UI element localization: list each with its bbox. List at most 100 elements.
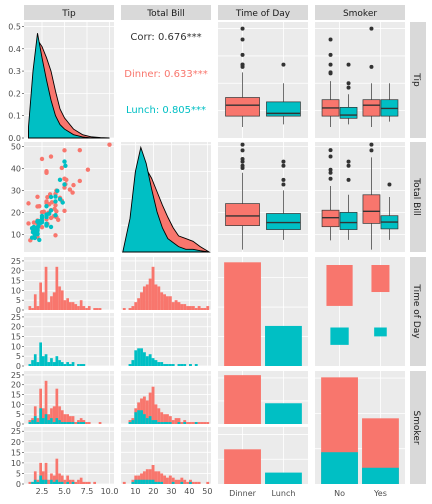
column-strip <box>24 5 114 20</box>
bill-hist-smoker-no-bar-dinner <box>200 422 204 424</box>
y-tick-label: 0.1 <box>8 112 21 121</box>
box-outlier <box>328 70 333 75</box>
bill-hist-smoker-yes-bar-dinner <box>177 479 181 484</box>
tip-hist-lunch-bar <box>31 360 34 366</box>
bill-hist-smoker-yes-bar-lunch <box>148 479 152 484</box>
bill-hist-lunch-bar <box>134 350 138 366</box>
tip-hist-smoker-no-bar-dinner <box>69 416 72 424</box>
box-outlier <box>240 52 245 57</box>
tip-hist-lunch-bar <box>69 364 72 366</box>
bill-hist-dinner-bar <box>203 308 207 310</box>
bill-hist-dinner-bar <box>151 266 155 310</box>
scatter-point-lunch <box>60 200 65 205</box>
column-label: Total Bill <box>146 9 185 19</box>
bill-hist-smoker-yes-bar-dinner <box>206 481 210 484</box>
scatter-point-dinner <box>53 202 58 208</box>
tip-hist-dinner-bar <box>96 308 99 310</box>
y-tick-label: 20 <box>11 381 21 390</box>
bill-hist-smoker-yes-bar-dinner <box>186 481 190 484</box>
tip-hist-smoker-no-bar-dinner <box>63 414 67 424</box>
tip-hist-smoker-no-bar-dinner <box>66 414 69 424</box>
tip-hist-dinner-bar <box>74 304 78 310</box>
box-body <box>321 209 340 228</box>
y-tick-label: 0 <box>16 420 21 429</box>
tip-hist-smoker-no-bar-dinner <box>74 422 78 424</box>
bill-hist-smoker-no-bar-lunch <box>140 410 143 424</box>
bill-hist-smoker-no-bar-dinner <box>154 404 158 424</box>
box-outlier <box>328 52 333 57</box>
scatter-point-lunch <box>32 232 37 238</box>
panel-background <box>218 22 308 138</box>
tip-hist-lunch-bar <box>66 362 69 366</box>
tip-hist-smoker-yes-bar-lunch <box>31 481 34 484</box>
bill-hist-dinner-bar <box>145 284 149 310</box>
bill-hist-lunch-bar <box>142 352 146 366</box>
panel-background <box>24 427 114 484</box>
bill-hist-smoker-yes-bar-dinner <box>148 469 152 484</box>
box-outlier <box>328 167 333 172</box>
row-strip <box>410 371 426 484</box>
scatter-point-lunch <box>55 188 60 194</box>
tip-hist-smoker-yes-bar-lunch <box>58 481 61 484</box>
y-tick-label: 15 <box>11 391 21 400</box>
tip-hist-smoker-yes-bar-dinner <box>69 479 72 484</box>
bill-hist-smoker-yes-bar-lunch <box>137 479 141 484</box>
scatter-point-lunch <box>44 222 49 227</box>
bill-hist-lunch-bar <box>171 364 175 366</box>
box-outlier <box>346 159 351 164</box>
bill-hist-lunch-bar <box>151 358 155 366</box>
bill-hist-smoker-no-bar-lunch <box>160 422 164 424</box>
bill-hist-smoker-no-bar-lunch <box>168 422 172 424</box>
x-tick-label: 5.0 <box>58 487 71 496</box>
bill-hist-smoker-yes-bar-dinner <box>142 471 146 484</box>
bill-hist-smoker-no-bar-dinner <box>189 422 192 424</box>
scatter-point-dinner <box>56 217 61 223</box>
scatter-point-dinner <box>44 199 49 204</box>
bill-hist-smoker-yes-bar-lunch <box>134 479 138 484</box>
tip-hist-smoker-yes-bar-dinner <box>44 462 48 484</box>
scatter-point-dinner <box>49 200 55 205</box>
tip-hist-smoker-no-bar-dinner <box>85 422 88 424</box>
tip-hist-smoker-yes-bar-dinner <box>28 481 32 484</box>
y-tick-label: 25 <box>11 257 21 266</box>
bill-hist-smoker-no-bar-dinner <box>166 414 169 424</box>
tip-hist-dinner-bar <box>55 266 59 310</box>
tip-hist-lunch-bar <box>60 362 64 366</box>
tip-hist-smoker-no-bar-lunch <box>36 422 40 424</box>
x-tick-label: 30 <box>166 487 176 496</box>
tip-hist-smoker-no-bar-dinner <box>60 410 64 424</box>
tip-box-no-dinner <box>321 37 340 128</box>
tip-hist-dinner-bar <box>66 298 69 310</box>
tip-hist-smoker-yes-bar-lunch <box>71 481 75 484</box>
scatter-point-lunch <box>57 197 63 202</box>
tip-hist-smoker-yes-bar-dinner <box>39 462 42 484</box>
bill-hist-smoker-no-bar-dinner <box>174 418 178 424</box>
bill-hist-smoker-no-bar-dinner <box>168 416 172 424</box>
tip-hist-dinner-bar <box>82 306 86 310</box>
tip-hist-dinner-bar <box>93 308 96 310</box>
tip-hist-dinner-bar <box>44 266 48 310</box>
scatter-point-lunch <box>38 220 43 226</box>
bill-hist-smoker-no-bar-dinner <box>148 392 152 424</box>
tip-hist-dinner-bar <box>60 290 64 310</box>
bill-hist-dinner-bar <box>177 302 181 310</box>
box-outlier <box>240 142 245 147</box>
y-tick-label: 10 <box>11 230 21 239</box>
tip-hist-smoker-no-bar-dinner <box>58 406 61 424</box>
bill-hist-lunch-bar <box>148 354 152 366</box>
tip-hist-smoker-no-bar-lunch <box>82 422 86 424</box>
tip-hist-smoker-yes-bar-lunch <box>66 481 69 484</box>
column-label: Smoker <box>343 9 377 19</box>
bill-hist-smoker-yes-bar-lunch <box>171 481 175 484</box>
scatter-point-dinner <box>26 201 31 206</box>
tip-hist-smoker-yes-bar-dinner <box>50 473 53 484</box>
tip-hist-smoker-no-bar-lunch <box>50 418 53 424</box>
scatter-point-lunch <box>37 237 42 243</box>
box-body <box>362 99 381 117</box>
bill-hist-smoker-yes-bar-dinner <box>145 469 149 484</box>
tip-hist-smoker-yes-bar-lunch <box>42 479 45 484</box>
row-label: Time of Day <box>411 283 421 339</box>
y-tick-label: 0.2 <box>8 89 21 98</box>
row-label: Smoker <box>411 410 421 444</box>
smoker-count-bar-lunch <box>321 452 358 484</box>
